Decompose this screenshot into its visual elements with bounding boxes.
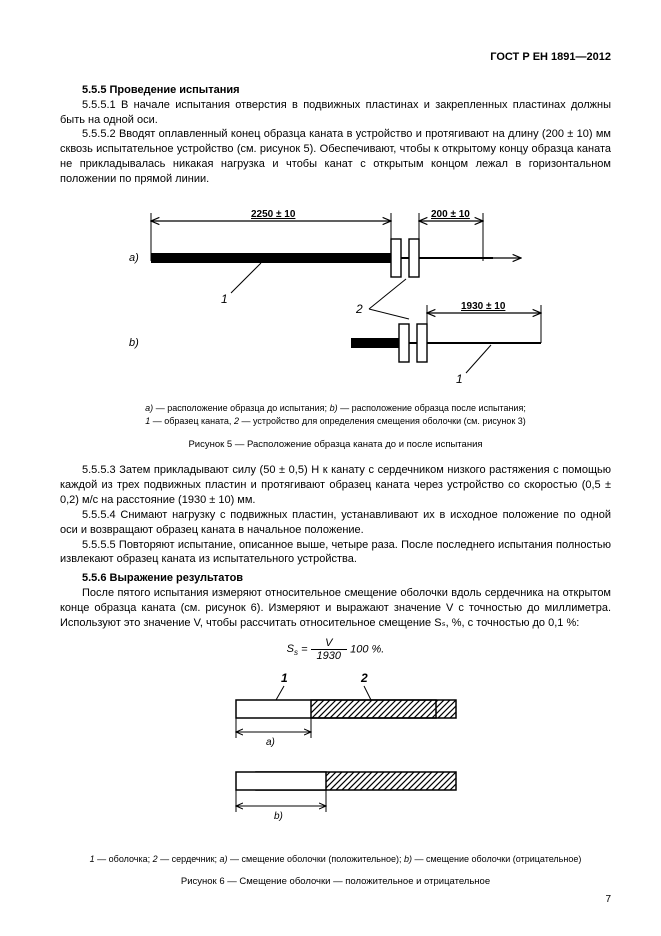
- figure-5-legend: a) — расположение образца до испытания; …: [60, 402, 611, 429]
- para-5-5-5-2: 5.5.5.2 Вводят оплавленный конец образца…: [60, 127, 611, 186]
- formula-lhs: Ss: [287, 643, 298, 655]
- fig5-label-a: a): [129, 252, 139, 264]
- formula-eq: =: [301, 643, 310, 655]
- para-5-5-6-1: После пятого испытания измеряют относите…: [60, 586, 611, 631]
- section-5-5-6-title: 5.5.6 Выражение результатов: [60, 571, 611, 586]
- page-container: ГОСТ Р ЕН 1891—2012 5.5.5 Проведение исп…: [0, 0, 661, 931]
- figure-5: 2250 ± 10 200 ± 10 a) 1 2 b): [60, 197, 611, 452]
- figure-5-caption: Рисунок 5 — Расположение образца каната …: [60, 439, 611, 452]
- fig5-label-b: b): [129, 337, 139, 349]
- formula-fraction: V 1930: [311, 637, 347, 662]
- fig6-label-b: b): [274, 811, 283, 822]
- fig5-dim-top: 2250 ± 10: [251, 209, 296, 220]
- formula-ss: Ss = V 1930 100 %.: [60, 637, 611, 662]
- fig5-leader-2: 2: [355, 302, 363, 316]
- fig5-leader-1a: 1: [221, 292, 228, 306]
- figure-6-caption: Рисунок 6 — Смещение оболочки — положите…: [60, 876, 611, 889]
- para-5-5-5-1: 5.5.5.1 В начале испытания отверстия в п…: [60, 98, 611, 128]
- figure-6-legend: 1 — оболочка; 2 — сердечник; a) — смещен…: [60, 853, 611, 867]
- figure-5-svg: 2250 ± 10 200 ± 10 a) 1 2 b): [121, 201, 551, 391]
- fig6-leader-2: 2: [360, 672, 368, 685]
- fig6-leader-1: 1: [281, 672, 288, 685]
- figure-6: 1 2 a) b) 1 — оболочка; 2 — сердечник;: [60, 672, 611, 889]
- fig6-label-a: a): [266, 737, 275, 748]
- fig5-dim-right-top: 200 ± 10: [431, 209, 470, 220]
- fig5-dim-right-bot: 1930 ± 10: [461, 301, 506, 312]
- para-5-5-5-4: 5.5.5.4 Снимают нагрузку с подвижных пла…: [60, 508, 611, 538]
- para-5-5-5-3: 5.5.5.3 Затем прикладывают силу (50 ± 0,…: [60, 463, 611, 508]
- section-5-5-5-title: 5.5.5 Проведение испытания: [60, 83, 611, 98]
- formula-tail: 100 %.: [350, 643, 384, 655]
- document-header: ГОСТ Р ЕН 1891—2012: [60, 50, 611, 65]
- formula-den: 1930: [311, 650, 347, 662]
- fig5-leader-1b: 1: [456, 372, 463, 386]
- para-5-5-5-5: 5.5.5.5 Повторяют испытание, описанное в…: [60, 538, 611, 568]
- formula-num: V: [311, 637, 347, 650]
- figure-6-svg: 1 2 a) b): [196, 672, 476, 842]
- page-number: 7: [605, 893, 611, 907]
